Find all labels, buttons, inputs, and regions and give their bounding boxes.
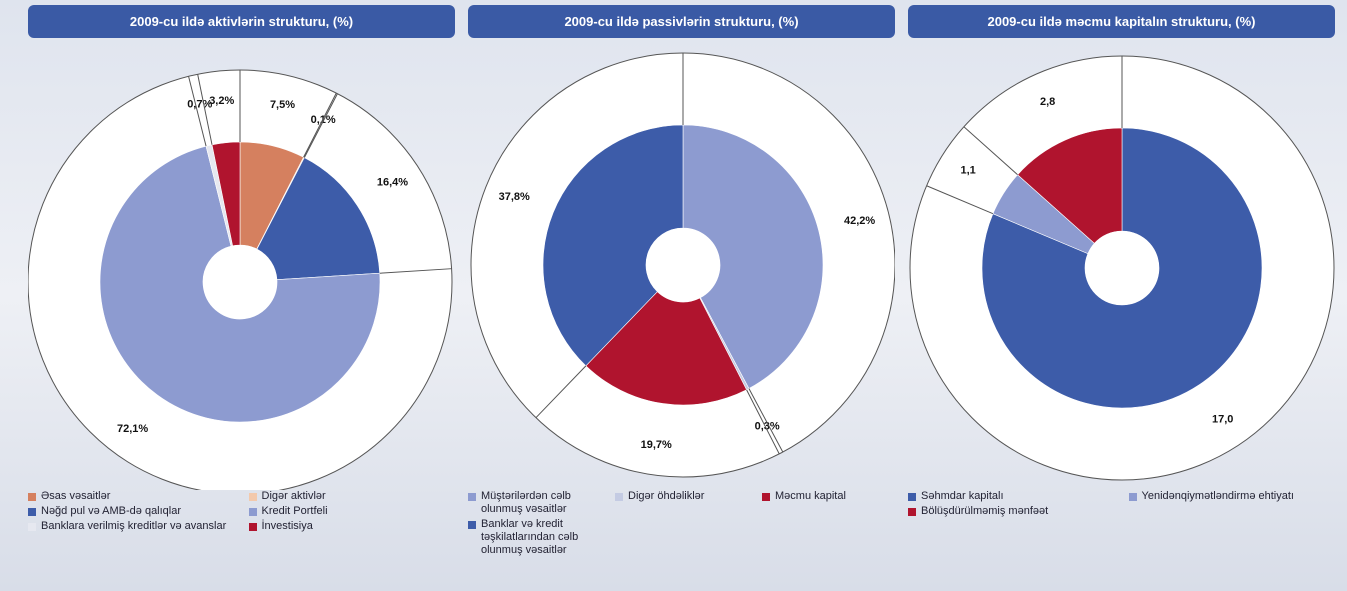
- legend-label: Əsas vəsaitlər: [41, 490, 111, 502]
- legend-label: Banklara verilmiş kreditlər və avanslar: [41, 520, 227, 532]
- legend-label: Müştərilərdən cəlb olunmuş vəsaitlər: [481, 490, 571, 515]
- slice-label: 0,7%: [187, 98, 212, 110]
- slice-label: 19,7%: [641, 439, 672, 451]
- slice-label: 72,1%: [117, 423, 148, 435]
- legend: Əsas vəsaitlər Digər aktivlər Nəğd pul və …: [28, 490, 455, 533]
- slice-label: 16,4%: [377, 176, 408, 188]
- chart-title: 2009-cu ildə passivlərin strukturu, (%): [468, 5, 895, 38]
- slice-separator: [535, 365, 587, 419]
- legend: Səhmdar kapitalı Yenidənqiymətləndirmə eh…: [908, 490, 1335, 518]
- slice-separator: [303, 93, 338, 158]
- legend-swatch: [762, 493, 770, 501]
- legend-swatch: [1128, 493, 1137, 501]
- chart-panel: 2009-cu ildə aktivlərin strukturu, (%) 7,…: [28, 0, 455, 591]
- slice-separator: [963, 126, 1018, 176]
- legend-label: Yenidənqiymətləndirmə ehtiyatı: [1141, 490, 1294, 502]
- legend-swatch: [468, 521, 476, 529]
- legend-item: Nəğd pul və AMB-də qalıqlar: [28, 505, 235, 518]
- legend-item: Digər aktivlər: [248, 490, 456, 503]
- slice-label: 7,5%: [270, 99, 295, 111]
- legend-label: Kredit Portfeli: [261, 505, 328, 517]
- slice-label: 17,0: [1212, 414, 1233, 426]
- legend-swatch: [28, 523, 36, 531]
- legend-label: Nəğd pul və AMB-də qalıqlar: [41, 505, 182, 517]
- slice-separator: [197, 74, 213, 145]
- legend-item: İnvestisiya: [248, 520, 456, 533]
- slice-separator: [748, 388, 784, 453]
- legend-label: İnvestisiya: [261, 520, 313, 532]
- legend: Müştərilərdən cəlb olunmuş vəsaitlər Digə…: [468, 490, 895, 557]
- legend-label: Məcmu kapital: [775, 490, 846, 502]
- slice-label: 42,2%: [844, 215, 875, 227]
- slice-separator: [303, 92, 337, 158]
- legend-swatch: [248, 493, 257, 501]
- legend-item: Səhmdar kapitalı: [908, 490, 1115, 503]
- chart-panel: 2009-cu ildə məcmu kapitalın strukturu, …: [908, 0, 1335, 591]
- legend-label: Digər öhdəliklər: [628, 490, 705, 502]
- chart-title: 2009-cu ildə məcmu kapitalın strukturu, …: [908, 5, 1335, 38]
- chart-panel: 2009-cu ildə passivlərin strukturu, (%) 4…: [468, 0, 895, 591]
- pie-hole: [203, 245, 277, 319]
- pie-hole: [1085, 231, 1159, 305]
- slice-label: 2,8: [1040, 96, 1055, 108]
- chart-title: 2009-cu ildə aktivlərin strukturu, (%): [28, 5, 455, 38]
- legend-swatch: [468, 493, 476, 501]
- slice-separator: [188, 76, 207, 147]
- pie-chart: 42,2% 0,3% 19,7% 37,8%: [470, 52, 895, 478]
- legend-swatch: [908, 493, 916, 501]
- slice-label: 3,2%: [209, 95, 234, 107]
- slice-label: 37,8%: [499, 191, 530, 203]
- pie-chart: 17,0 1,1 2,8: [909, 55, 1335, 481]
- slice-separator: [746, 389, 780, 455]
- legend-label: Səhmdar kapitalı: [921, 490, 1004, 502]
- legend-label: Banklar və kredit təşkilatlarından cəlb …: [481, 518, 579, 556]
- legend-item: Banklar və kredit təşkilatlarından cəlb …: [468, 518, 601, 557]
- legend-item: Məcmu kapital: [762, 490, 895, 516]
- legend-item: Müştərilərdən cəlb olunmuş vəsaitlər: [468, 490, 601, 516]
- legend-label: Bölüşdürülməmiş mənfəət: [921, 505, 1049, 517]
- slice-separator: [379, 268, 452, 274]
- pie-hole: [646, 228, 720, 302]
- legend-item: Kredit Portfeli: [248, 505, 456, 518]
- slice-label: 0,3%: [755, 420, 780, 432]
- legend-item: Yenidənqiymətləndirmə ehtiyatı: [1128, 490, 1336, 503]
- slice-label: 0,1%: [311, 114, 336, 126]
- legend-swatch: [28, 493, 36, 501]
- legend-item: Banklara verilmiş kreditlər və avanslar: [28, 520, 235, 533]
- slice-label: 1,1: [961, 165, 976, 177]
- legend-swatch: [248, 523, 257, 531]
- legend-item: Əsas vəsaitlər: [28, 490, 235, 503]
- legend-swatch: [28, 508, 36, 516]
- legend-swatch: [615, 493, 623, 501]
- slice-separator: [926, 185, 994, 215]
- pie-chart: 7,5% 0,1% 16,4% 72,1% 0,7%3,2%: [28, 69, 453, 490]
- legend-item: Digər öhdəliklər: [615, 490, 748, 516]
- legend-label: Digər aktivlər: [261, 490, 326, 502]
- legend-swatch: [908, 508, 916, 516]
- legend-item: Bölüşdürülməmiş mənfəət: [908, 505, 1115, 518]
- legend-swatch: [248, 508, 257, 516]
